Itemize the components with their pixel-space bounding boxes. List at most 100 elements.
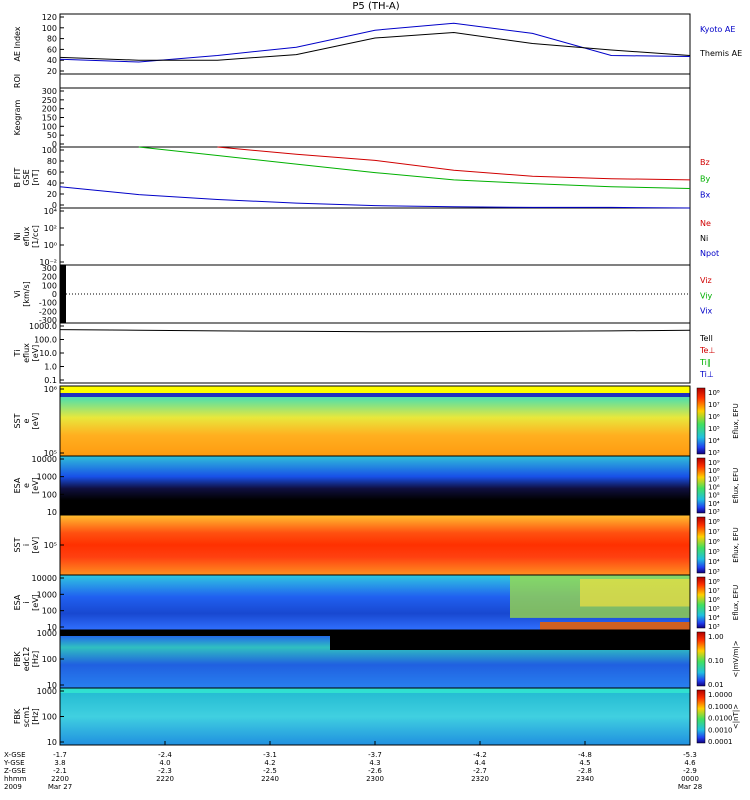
legend-entry: Kyoto AE: [700, 25, 735, 34]
y-axis-label: [eV]: [31, 413, 40, 430]
y-tick-label: 100: [42, 713, 57, 722]
y-axis-label: [eV]: [31, 594, 40, 611]
y-tick-label: 250: [42, 96, 57, 105]
spectrogram-band: [60, 630, 690, 636]
legend-entry: Npot: [700, 249, 719, 258]
y-tick-label: 10000: [32, 455, 57, 464]
series-line-bx: [59, 186, 691, 209]
colorbar-tick-label: 10³: [708, 508, 720, 516]
colorbar-scale: [696, 516, 706, 574]
y-axis-label: ESA: [13, 594, 22, 610]
colorbar-tick-label: 10⁸: [708, 578, 720, 586]
colorbar-scale: [696, 457, 706, 514]
colorbar-tick-label: 1.0000: [708, 691, 733, 699]
y-tick-label: 10²: [44, 224, 57, 233]
colorbar-tick-label: 10⁴: [708, 558, 720, 566]
x-tick-label: -2.8: [578, 767, 592, 775]
colorbar-tick-label: 10⁸: [708, 518, 720, 526]
colorbar-label: Eflux, EFU: [732, 585, 740, 620]
y-axis-label: GSE: [22, 169, 31, 185]
panel-frame: [59, 73, 691, 89]
panel-bfield: B FIT GSE [nT] 100 80 60 40 20 0 Bz By Bx: [13, 146, 710, 210]
y-tick-label: 300: [42, 87, 57, 96]
y-tick-label: 20: [47, 67, 57, 76]
y-axis-label: Keogram: [13, 99, 22, 135]
panel-esa_e: ESA e [eV] 10000 1000 100 10: [13, 455, 691, 517]
x-tick-label: -2.3: [158, 767, 172, 775]
y-axis-label: Ni: [13, 232, 22, 240]
colorbar-tick-label: 0.10: [708, 657, 724, 665]
x-tick-label: -3.7: [368, 751, 382, 759]
legend-entry: By: [700, 174, 710, 183]
colorbar-tick-label: 0.1000: [708, 703, 733, 711]
x-tick-label: 2200: [51, 775, 69, 783]
y-axis-label: [eV]: [31, 537, 40, 554]
y-axis-label: [nT]: [31, 169, 40, 185]
legend-entry: Ni: [700, 234, 708, 243]
x-tick-label: -2.1: [53, 767, 67, 775]
colorbar-tick-label: 10³: [708, 568, 720, 576]
y-tick-label: 10.0: [39, 349, 57, 358]
colorbar-label: <|mV/m|>: [732, 640, 740, 677]
colorbar-tick-label: 10⁸: [708, 467, 720, 475]
legend-entry: Themis AE: [699, 49, 742, 58]
y-tick-label: 10⁻²: [39, 258, 57, 267]
spectrogram-sst_i: [60, 515, 690, 575]
x-axis-row-label: hhmm: [4, 775, 27, 783]
colorbar-tick-label: 10³: [708, 449, 720, 457]
y-axis-label: [km/s]: [22, 281, 31, 307]
series-line-tell: [59, 329, 691, 333]
x-tick-label: 2240: [261, 775, 279, 783]
y-tick-label: 10000: [32, 574, 57, 583]
colorbar-tick-label: 10⁷: [708, 587, 720, 595]
colorbar-scale: [696, 576, 706, 629]
y-tick-label: 10: [47, 738, 57, 747]
y-axis-label: FBK: [13, 651, 22, 667]
y-tick-label: 100.0: [34, 336, 57, 345]
colorbar-tick-label: 10⁸: [708, 389, 720, 397]
y-tick-label: 100: [42, 146, 57, 155]
y-axis-label: SST: [13, 413, 22, 428]
series-line-bz: [217, 146, 691, 181]
colorbar-label: Eflux, EFU: [732, 403, 740, 438]
x-tick-label: -2.9: [683, 767, 697, 775]
legend-entry: Ti∥: [699, 358, 711, 367]
x-tick-label: 4.2: [264, 759, 275, 767]
y-tick-label: -100: [39, 299, 57, 308]
y-tick-label: 10: [47, 681, 57, 690]
y-tick-label: 100: [42, 281, 57, 290]
colorbar-tick-label: 10⁶: [708, 413, 720, 421]
x-axis-row-label: X-GSE: [4, 751, 26, 759]
legend-entry: Tell: [699, 334, 713, 343]
panel-frame: [59, 207, 691, 266]
x-tick-label: -5.3: [683, 751, 697, 759]
colorbar-tick-label: 10⁷: [708, 401, 720, 409]
colorbar-scale: [696, 631, 706, 687]
y-tick-label: 10⁴: [44, 207, 57, 216]
colorbar-tick-label: 0.01: [708, 681, 724, 689]
y-axis-label: e: [22, 418, 31, 423]
spectrogram-band: [60, 393, 690, 397]
y-axis-label: [eV]: [31, 345, 40, 362]
spectrogram-band: [540, 622, 690, 630]
y-tick-label: 100: [42, 24, 57, 33]
x-tick-label: 3.8: [54, 759, 65, 767]
x-axis-row-label: Z-GSE: [4, 767, 26, 775]
x-tick-label: -1.7: [53, 751, 67, 759]
y-tick-label: 0: [52, 140, 57, 149]
y-tick-label: 60: [47, 168, 57, 177]
series-line-by: [138, 146, 691, 189]
x-tick-label: 2220: [156, 775, 174, 783]
spectrogram-band: [580, 579, 690, 607]
colorbar-tick-label: 10⁷: [708, 475, 720, 483]
colorbar-tick-label: 0.0001: [708, 738, 733, 746]
colorbar-tick-label: 10⁵: [708, 425, 720, 433]
y-tick-label: 0.1: [44, 376, 57, 385]
panel-roi: ROI: [13, 73, 691, 89]
y-tick-label: 50: [47, 131, 57, 140]
y-axis-label: AE Index: [13, 26, 22, 61]
